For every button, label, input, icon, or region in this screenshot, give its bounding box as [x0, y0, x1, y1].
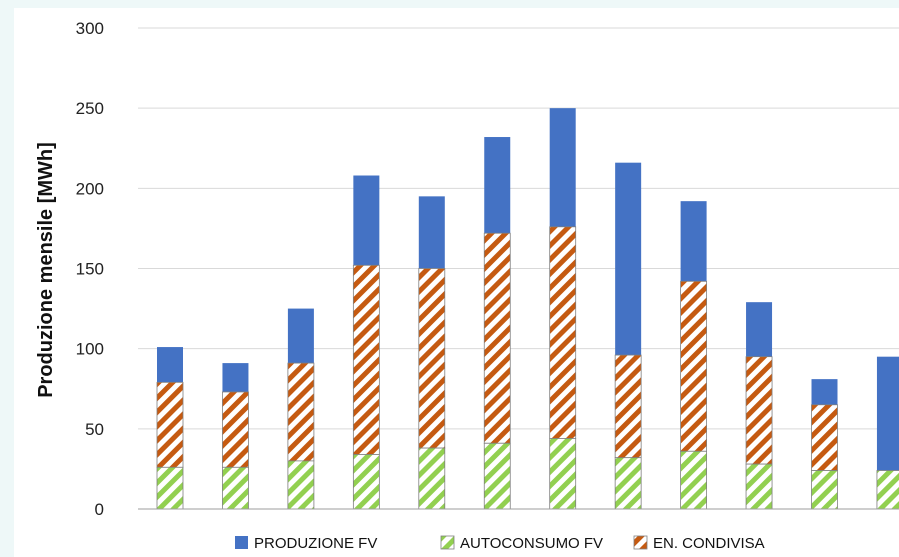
bar-en-condivisa — [287, 362, 315, 462]
y-axis-label: Produzione mensile [MWh] — [35, 142, 57, 398]
y-tick-label: 0 — [95, 500, 104, 519]
bar-en-condivisa — [614, 354, 642, 459]
bar-autoconsumo-fv — [549, 438, 577, 510]
y-tick-label: 200 — [76, 179, 104, 198]
bar-en-condivisa — [483, 232, 511, 444]
bar-autoconsumo-fv — [156, 466, 184, 510]
y-tick-label: 300 — [76, 19, 104, 38]
bar-autoconsumo-fv — [876, 470, 899, 510]
legend-entry: AUTOCONSUMO FV — [460, 535, 603, 552]
bar-en-condivisa — [352, 264, 380, 455]
y-tick-label: 150 — [76, 260, 104, 279]
bar-en-condivisa — [745, 356, 773, 465]
y-tick-label: 250 — [76, 99, 104, 118]
y-tick-label: 100 — [76, 340, 104, 359]
legend-entry: EN. CONDIVISA — [653, 535, 765, 552]
bar-en-condivisa — [418, 268, 446, 449]
bar-en-condivisa — [156, 381, 184, 468]
bar-autoconsumo-fv — [287, 460, 315, 510]
axes: 0 50 100 150 200 250 300 — [76, 19, 899, 519]
bar-autoconsumo-fv — [222, 466, 249, 510]
y-tick-label: 50 — [85, 420, 104, 439]
legend: PRODUZIONE FV AUTOCONSUMO FV EN. CONDIVISA — [235, 535, 765, 552]
bar-autoconsumo-fv — [418, 447, 446, 510]
bar-autoconsumo-fv — [483, 442, 511, 510]
legend-swatch — [633, 535, 648, 550]
bar-autoconsumo-fv — [352, 454, 380, 510]
bar-autoconsumo-fv — [614, 457, 642, 510]
legend-swatch — [440, 535, 455, 550]
legend-entry: PRODUZIONE FV — [254, 535, 377, 552]
bar-en-condivisa — [680, 280, 707, 452]
bar-en-condivisa — [549, 226, 577, 439]
bar-en-condivisa — [811, 404, 838, 471]
legend-swatch — [235, 536, 248, 549]
bars — [156, 108, 899, 510]
bar-autoconsumo-fv — [811, 470, 838, 510]
bar-autoconsumo-fv — [680, 450, 707, 510]
bar-en-condivisa — [222, 391, 249, 468]
bar-autoconsumo-fv — [745, 463, 773, 510]
grid — [138, 27, 899, 430]
